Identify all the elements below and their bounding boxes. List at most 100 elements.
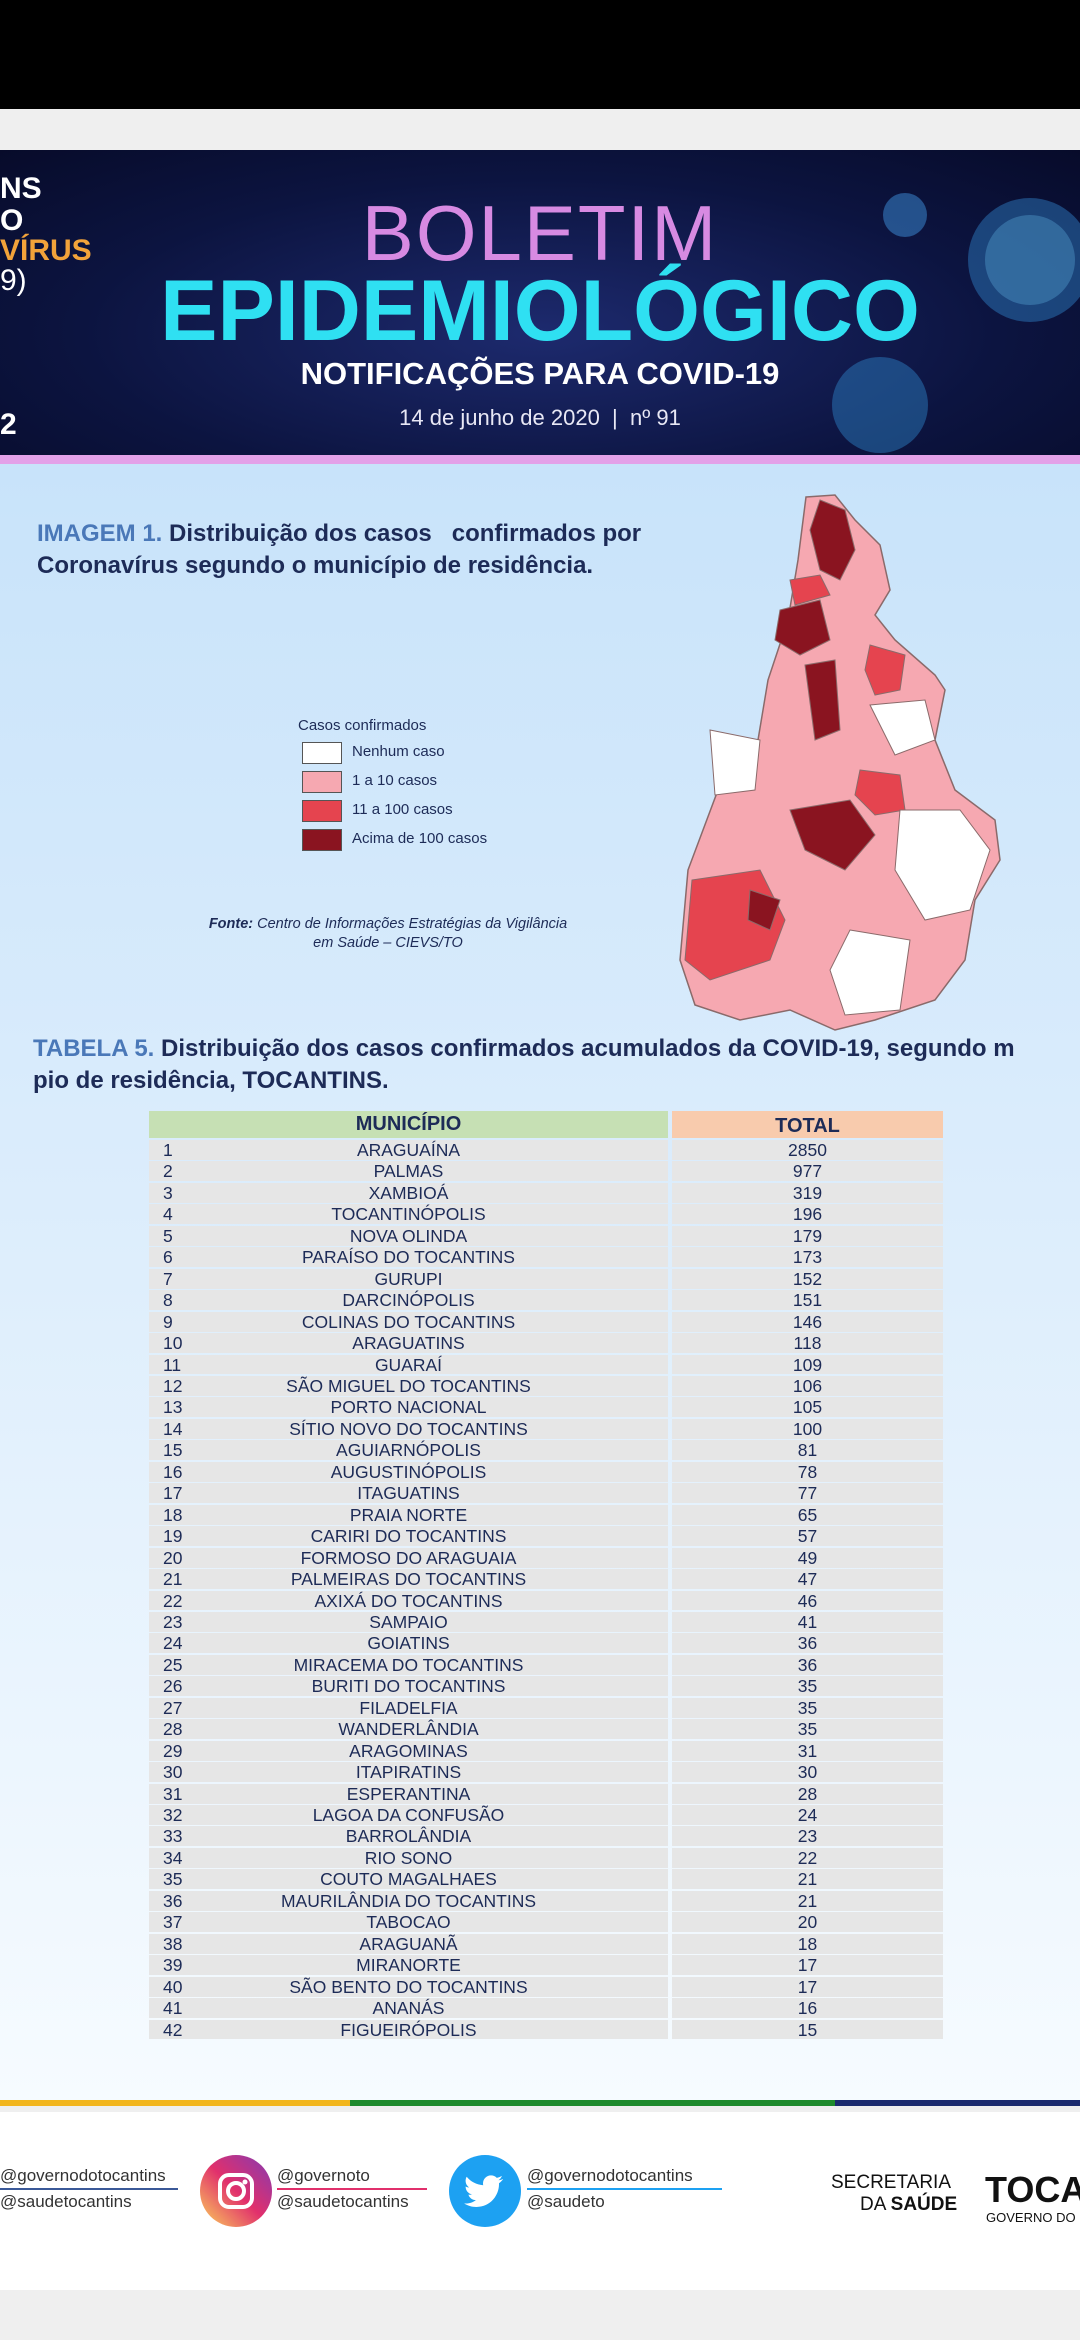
- cell-total: 2850: [672, 1140, 943, 1160]
- region: [789, 574, 831, 606]
- cell-name: TABOCAO: [366, 1912, 451, 1933]
- handle: @governodotocantins: [527, 2166, 693, 2185]
- region: [709, 729, 761, 796]
- cell-total: 105: [672, 1397, 943, 1417]
- cell-total: 17: [672, 1976, 943, 1997]
- region: [809, 499, 856, 581]
- table-row: 18 PRAIA NORTE 65: [149, 1504, 943, 1525]
- cell-rank: 21: [149, 1569, 668, 1589]
- figure-caption: IMAGEM 1. Distribuição dos casos confirm…: [37, 520, 641, 548]
- cell-rank: 17: [149, 1483, 668, 1503]
- caption-text: Coronavírus segundo o município de resid…: [37, 552, 594, 579]
- cell-name: CARIRI DO TOCANTINS: [310, 1526, 507, 1547]
- region: [894, 809, 991, 921]
- table-row: 27 FILADELFIA 35: [149, 1697, 943, 1718]
- table-row: 26 BURITI DO TOCANTINS 35: [149, 1676, 943, 1696]
- table-row: 29 ARAGOMINAS 31: [149, 1740, 943, 1761]
- handle: @saudetocantins: [277, 2192, 409, 2211]
- caption-text: pio de residência, TOCANTINS.: [33, 1067, 389, 1094]
- table-row: 7 GURUPI 152: [149, 1268, 943, 1289]
- cell-name: GOIATINS: [367, 1633, 450, 1654]
- source: Fonte: Centro de Informações Estratégias…: [160, 916, 616, 932]
- cell-total: 35: [672, 1719, 943, 1739]
- cell-name: SAMPAIO: [369, 1611, 448, 1632]
- cell-rank: 34: [149, 1847, 668, 1868]
- cell-name: COUTO MAGALHAES: [320, 1869, 497, 1890]
- cell-rank: 7: [149, 1268, 668, 1289]
- cell-name: MAURILÂNDIA DO TOCANTINS: [280, 1890, 537, 1911]
- cell-total: 28: [672, 1783, 943, 1804]
- cell-rank: 40: [149, 1976, 668, 1997]
- cell-total: 109: [672, 1354, 943, 1374]
- cell-rank: 18: [149, 1504, 668, 1525]
- cell-total: 977: [672, 1161, 943, 1181]
- stripe: [835, 2100, 1080, 2106]
- cell-total: 49: [672, 1547, 943, 1568]
- cell-total: 24: [672, 1805, 943, 1825]
- table-row: 2 PALMAS 977: [149, 1161, 943, 1181]
- secretaria: SECRETARIA: [831, 2172, 952, 2193]
- cell-total: 18: [672, 1933, 943, 1954]
- column-header: TOTAL: [672, 1111, 943, 1138]
- cell-name: ANANÁS: [372, 1998, 445, 2019]
- cell-rank: 36: [149, 1890, 668, 1911]
- cell-total: 57: [672, 1526, 943, 1546]
- cell-name: MIRANORTE: [356, 1955, 461, 1976]
- cell-total: 77: [672, 1483, 943, 1503]
- cell-rank: 29: [149, 1740, 668, 1761]
- cell-total: 118: [672, 1333, 943, 1353]
- table-row: 16 AUGUSTINÓPOLIS 78: [149, 1461, 943, 1482]
- cell-rank: 3: [149, 1182, 668, 1203]
- table-row: 37 TABOCAO 20: [149, 1912, 943, 1932]
- cell-name: GURUPI: [374, 1268, 443, 1289]
- cell-rank: 31: [149, 1783, 668, 1804]
- cell-rank: 15: [149, 1440, 668, 1460]
- cell-name: ESPERANTINA: [346, 1783, 471, 1804]
- table-row: 42 FIGUEIRÓPOLIS 15: [149, 2019, 943, 2040]
- handle: @saudetocantins: [0, 2192, 132, 2211]
- table-row: 41 ANANÁS 16: [149, 1998, 943, 2018]
- underline: [277, 2188, 427, 2190]
- legend-swatch: [302, 742, 342, 764]
- handle: @governodotocantins: [0, 2166, 166, 2185]
- table-row: 28 WANDERLÂNDIA 35: [149, 1719, 943, 1739]
- figure-label: IMAGEM 1.: [37, 520, 163, 547]
- legend-label: 11 a 100 casos: [352, 801, 453, 818]
- cell-total: 106: [672, 1375, 943, 1396]
- cell-rank: 33: [149, 1826, 668, 1846]
- region: [864, 644, 906, 696]
- table-row: 10 ARAGUATINS 118: [149, 1333, 943, 1353]
- table-row: 24 GOIATINS 36: [149, 1633, 943, 1653]
- region: [854, 769, 906, 816]
- region: [789, 799, 876, 871]
- cell-total: 15: [672, 2019, 943, 2040]
- cell-total: 196: [672, 1204, 943, 1224]
- cell-rank: 37: [149, 1912, 668, 1932]
- cell-rank: 38: [149, 1933, 668, 1954]
- cell-name: PALMAS: [373, 1161, 444, 1182]
- cell-rank: 1: [149, 1140, 668, 1160]
- cell-rank: 20: [149, 1547, 668, 1568]
- table-row: 25 MIRACEMA DO TOCANTINS 36: [149, 1654, 943, 1675]
- cell-rank: 27: [149, 1697, 668, 1718]
- cell-total: 47: [672, 1569, 943, 1589]
- cell-name: LAGOA DA CONFUSÃO: [312, 1805, 505, 1826]
- cell-total: 20: [672, 1912, 943, 1932]
- table-row: 35 COUTO MAGALHAES 21: [149, 1869, 943, 1889]
- cell-name: SÃO MIGUEL DO TOCANTINS: [286, 1375, 531, 1396]
- footer: @governodotocantins @saudetocantins @gov…: [0, 2112, 1080, 2290]
- cell-name: SÃO BENTO DO TOCANTINS: [289, 1976, 528, 1997]
- subtitle: EPIDEMIOLÓGICO: [160, 263, 920, 359]
- cell-rank: 42: [149, 2019, 668, 2040]
- cell-name: ITAPIRATINS: [355, 1762, 462, 1783]
- cell-name: FILADELFIA: [359, 1697, 458, 1718]
- cell-rank: 32: [149, 1805, 668, 1825]
- cell-total: 23: [672, 1826, 943, 1846]
- table-row: 40 SÃO BENTO DO TOCANTINS 17: [149, 1976, 943, 1997]
- cell-total: 36: [672, 1654, 943, 1675]
- cell-rank: 6: [149, 1247, 668, 1267]
- table-row: 5 NOVA OLINDA 179: [149, 1225, 943, 1246]
- table-row: 21 PALMEIRAS DO TOCANTINS 47: [149, 1569, 943, 1589]
- legend-swatch: [302, 829, 342, 851]
